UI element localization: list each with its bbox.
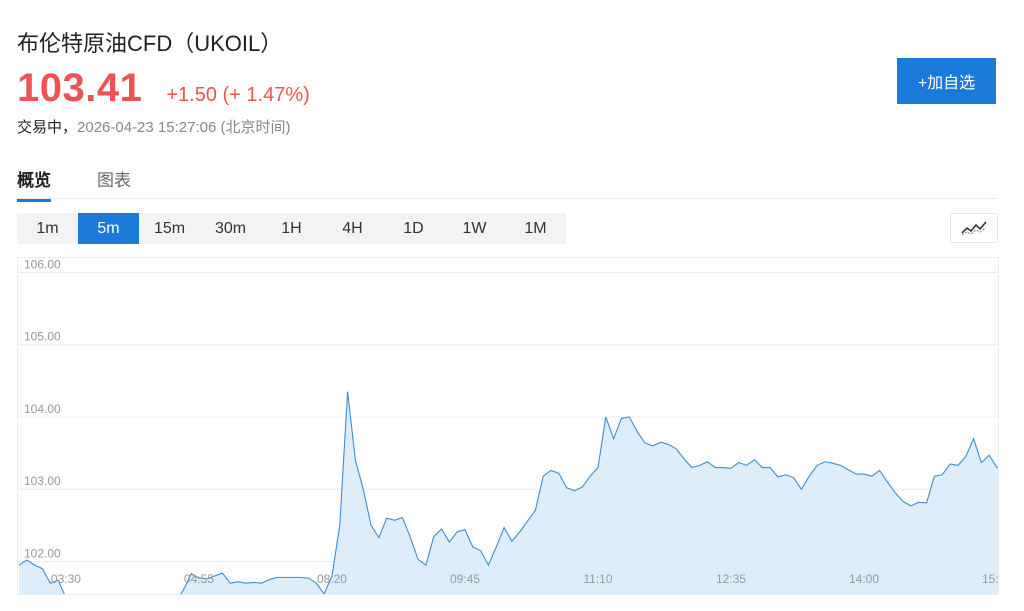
current-price: 103.41 — [17, 66, 143, 110]
status-label: 交易中， — [17, 119, 78, 136]
price-row: 103.41 +1.50 (+ 1.47%) — [17, 66, 310, 111]
tab-chart[interactable]: 图表 — [97, 171, 131, 190]
interval-5m[interactable]: 5m — [78, 213, 139, 244]
interval-4h[interactable]: 4H — [342, 219, 363, 237]
line-chart-icon — [961, 221, 987, 236]
x-tick-label: 14:00 — [849, 572, 879, 586]
chart-svg: 106.00 105.00 104.00 103.00 102.00 03:30 04:55… — [18, 258, 998, 594]
x-tick-label: 08:20 — [317, 572, 347, 586]
interval-1d[interactable]: 1D — [403, 219, 424, 237]
x-tick-label: 15:25 — [982, 572, 998, 586]
interval-30m[interactable]: 30m — [214, 219, 247, 237]
interval-1m[interactable]: 1m — [36, 219, 59, 237]
y-tick-label: 106.00 — [24, 258, 61, 271]
x-tick-label: 03:30 — [51, 572, 81, 586]
price-area — [19, 391, 998, 594]
x-tick-label: 12:35 — [716, 572, 746, 586]
y-tick-label: 104.00 — [24, 402, 61, 416]
interval-1w[interactable]: 1W — [462, 219, 487, 237]
chart-type-button[interactable] — [950, 213, 998, 243]
page-title: 布伦特原油CFD（UKOIL） — [17, 31, 283, 56]
price-line — [18, 391, 998, 594]
timestamp: 2026-04-23 15:27:06 (北京时间) — [77, 119, 291, 136]
x-tick-label: 09:45 — [450, 572, 480, 586]
tab-bar: 概览 图表 — [17, 162, 997, 202]
tab-overview[interactable]: 概览 — [17, 166, 51, 202]
interval-selector: 1m 5m 15m 30m 1H 4H 1D 1W 1M — [17, 213, 566, 244]
y-tick-label: 103.00 — [24, 474, 61, 488]
price-chart: 106.00 105.00 104.00 103.00 102.00 03:30 04:55… — [17, 257, 999, 595]
y-tick-label: 102.00 — [24, 546, 61, 560]
add-watchlist-button[interactable]: +加自选 — [897, 58, 996, 104]
y-tick-label: 105.00 — [24, 330, 61, 344]
interval-15m[interactable]: 15m — [153, 219, 186, 237]
trading-status: 交易中，2026-04-23 15:27:06 (北京时间) — [17, 116, 290, 137]
x-tick-label: 04:55 — [184, 572, 214, 586]
x-tick-label: 11:10 — [583, 572, 612, 586]
price-change: +1.50 (+ 1.47%) — [166, 84, 310, 106]
interval-1mo[interactable]: 1M — [524, 219, 547, 237]
interval-1h[interactable]: 1H — [281, 219, 302, 237]
